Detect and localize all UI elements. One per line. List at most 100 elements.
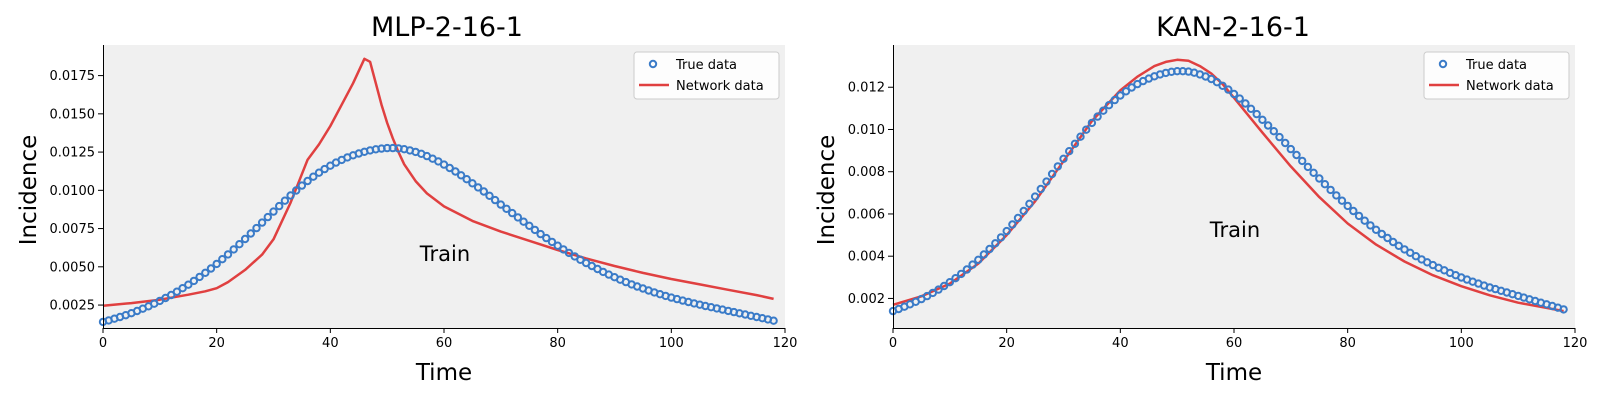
y-tick-label: 0.004: [848, 250, 885, 265]
true-data-point: [968, 260, 977, 269]
y-ticks: 0.0025 0.0050 0.0075 0.0100 0.0125 0.0150 0.01…: [50, 69, 103, 314]
true-data-point: [1093, 112, 1102, 121]
true-data-point: [252, 223, 261, 233]
true-data-point: [184, 280, 193, 289]
true-data-point: [1309, 168, 1318, 178]
chart-title: KAN-2-16-1: [1156, 12, 1310, 43]
x-axis-label: Time: [1205, 360, 1262, 386]
true-data-point: [1292, 150, 1301, 160]
y-tick-label: 0.0050: [50, 260, 96, 275]
true-data-point: [275, 201, 284, 211]
true-data-point: [525, 221, 534, 231]
true-data-point: [468, 179, 477, 188]
true-data-point: [1354, 211, 1364, 221]
true-data-point: [1332, 191, 1341, 200]
true-data-point: [1047, 169, 1057, 179]
true-data-point: [1082, 125, 1091, 134]
true-data-point: [1349, 206, 1358, 216]
plot-data: [888, 58, 1568, 316]
true-data-point: [1070, 139, 1080, 149]
true-data-point: [1258, 115, 1267, 125]
y-tick-label: 0.002: [848, 292, 885, 307]
true-data-point: [496, 200, 505, 209]
true-data-point: [559, 245, 568, 254]
x-tick-label: 20: [208, 336, 225, 351]
y-tick-label: 0.012: [848, 81, 885, 96]
true-data-point: [530, 225, 540, 235]
true-data-point: [1002, 226, 1011, 236]
y-tick-label: 0.010: [848, 123, 885, 138]
x-tick-label: 80: [1339, 336, 1356, 351]
true-data-point: [951, 274, 960, 283]
x-tick-label: 80: [549, 336, 566, 351]
true-data-point: [1275, 132, 1284, 142]
legend-label-network-data: Network data: [676, 79, 764, 94]
true-data-point: [1121, 87, 1131, 96]
true-data-point: [178, 284, 187, 293]
true-data-point: [490, 195, 500, 205]
true-data-point: [508, 208, 517, 218]
true-data-point: [1235, 94, 1244, 103]
true-data-point: [320, 164, 329, 174]
y-ticks: 0.002 0.004 0.006 0.008 0.010 0.012: [848, 81, 893, 307]
true-data-point: [1326, 185, 1335, 195]
x-tick-label: 100: [1449, 336, 1474, 351]
true-data-point: [201, 268, 210, 277]
true-data-point: [945, 278, 954, 287]
true-data-point: [286, 191, 295, 200]
true-data-point: [1019, 206, 1028, 216]
true-data-point: [1229, 89, 1239, 99]
true-data-point: [1076, 132, 1085, 141]
train-annotation: Train: [1209, 218, 1260, 242]
true-data-point: [1337, 196, 1347, 205]
true-data-point: [1036, 184, 1046, 194]
true-data-point: [991, 239, 1000, 248]
chart-title: MLP-2-16-1: [371, 12, 523, 43]
true-data-point: [1320, 180, 1330, 189]
x-tick-label: 20: [998, 336, 1015, 351]
true-data-point: [934, 285, 943, 294]
true-data-point: [939, 281, 949, 291]
true-data-point: [218, 255, 227, 264]
legend-box: [633, 51, 780, 100]
true-data-point: [502, 204, 511, 214]
true-data-point: [519, 217, 528, 226]
true-data-point: [1059, 154, 1068, 164]
true-data-point: [280, 196, 290, 205]
true-data-point: [1371, 225, 1381, 235]
legend: True data Network data: [633, 51, 780, 100]
true-data-point: [1241, 99, 1250, 108]
y-tick-label: 0.008: [848, 165, 885, 180]
x-tick-label: 120: [773, 336, 798, 351]
y-tick-label: 0.0125: [50, 146, 96, 161]
true-data-point: [1224, 85, 1233, 94]
true-data-point: [473, 183, 483, 192]
x-tick-label: 0: [889, 336, 897, 351]
plot-data: [98, 57, 778, 327]
true-data-point: [1559, 305, 1568, 314]
legend-marker-true-data: [1438, 59, 1448, 69]
true-data-point: [1343, 201, 1352, 211]
true-data-point: [513, 213, 523, 222]
x-ticks: 0 20 40 60 80 100 120: [889, 328, 1587, 351]
x-tick-label: 40: [1112, 336, 1129, 351]
true-data-point: [1025, 199, 1034, 209]
true-data-point: [1104, 101, 1114, 110]
true-data-point: [445, 163, 454, 173]
true-data-point: [1406, 248, 1415, 258]
y-tick-label: 0.006: [848, 207, 885, 222]
x-tick-label: 0: [99, 336, 107, 351]
legend-label-network-data: Network data: [1466, 79, 1554, 94]
y-axis-label: Incidence: [16, 135, 42, 246]
true-data-point: [769, 316, 778, 325]
true-data-point: [1246, 104, 1256, 114]
true-data-point: [462, 175, 471, 184]
x-tick-label: 100: [659, 336, 684, 351]
x-ticks: 0 20 40 60 80 100 120: [99, 328, 798, 351]
true-data-point: [1303, 162, 1313, 172]
true-data-point: [269, 207, 278, 216]
true-data-point: [309, 172, 318, 181]
true-data-point: [292, 186, 301, 195]
y-tick-label: 0.0175: [50, 69, 96, 84]
true-data-point: [1116, 91, 1125, 100]
